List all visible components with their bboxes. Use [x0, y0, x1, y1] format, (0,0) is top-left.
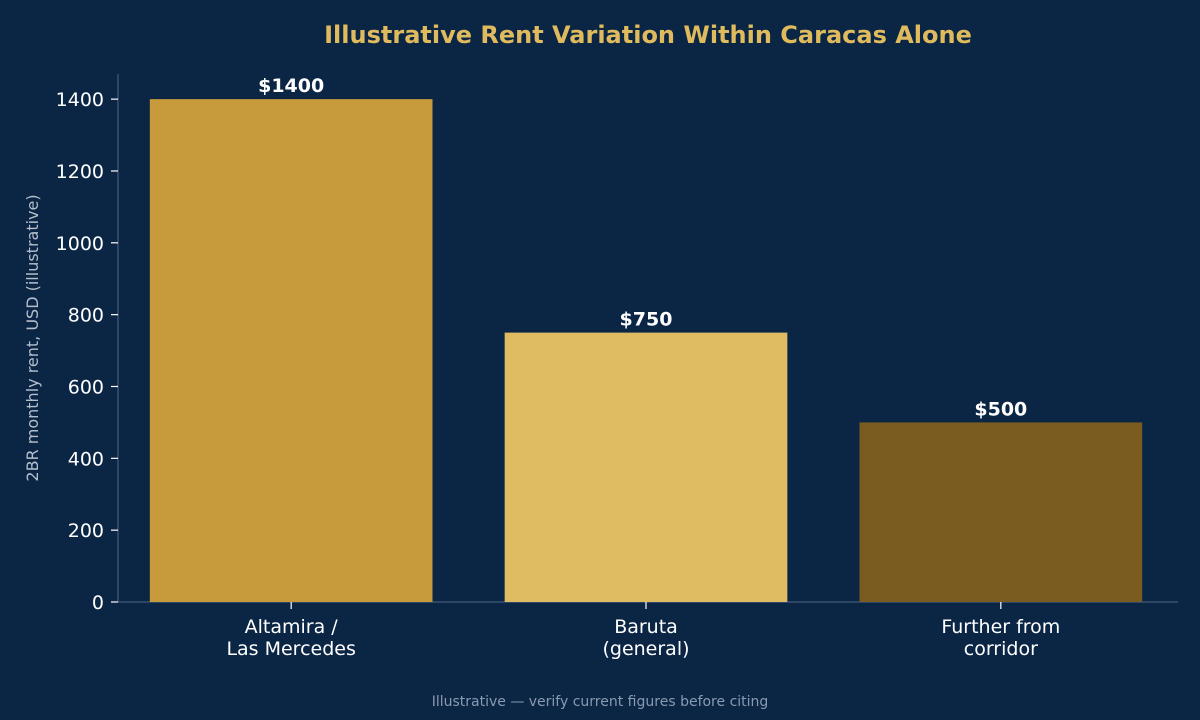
- y-axis-ticks: 0 200 400 600 800 1000 1200 1400: [56, 89, 118, 614]
- bar: [504, 332, 788, 602]
- y-tick-label: 1000: [56, 233, 104, 255]
- y-tick-label: 800: [68, 305, 104, 327]
- y-tick-label: 0: [92, 592, 104, 614]
- bar: [149, 99, 433, 603]
- y-axis-label: 2BR monthly rent, USD (illustrative): [23, 194, 42, 481]
- y-tick-label: 1400: [56, 89, 104, 111]
- y-tick-label: 1200: [56, 161, 104, 183]
- bar-value-label: $1400: [258, 75, 324, 97]
- x-tick-label: (general): [602, 638, 689, 660]
- bar-value-label: $500: [974, 398, 1027, 420]
- x-tick-label: Baruta: [614, 616, 678, 638]
- x-tick-label: Altamira /: [245, 616, 339, 638]
- bar-value-label: $750: [620, 309, 673, 331]
- x-axis-ticks: Altamira /Las Mercedes Baruta(general) Fur…: [226, 602, 1060, 660]
- x-tick-label: Further from: [941, 616, 1060, 638]
- chart-title: Illustrative Rent Variation Within Carac…: [324, 21, 972, 49]
- footnote: Illustrative — verify current figures be…: [432, 694, 769, 710]
- x-tick-label: Las Mercedes: [226, 638, 355, 660]
- y-tick-label: 400: [68, 448, 104, 470]
- y-tick-label: 200: [68, 520, 104, 542]
- y-tick-label: 600: [68, 376, 104, 398]
- bar: [859, 422, 1143, 602]
- bars-group: $1400 $750 $500: [149, 75, 1143, 603]
- x-tick-label: corridor: [964, 638, 1038, 660]
